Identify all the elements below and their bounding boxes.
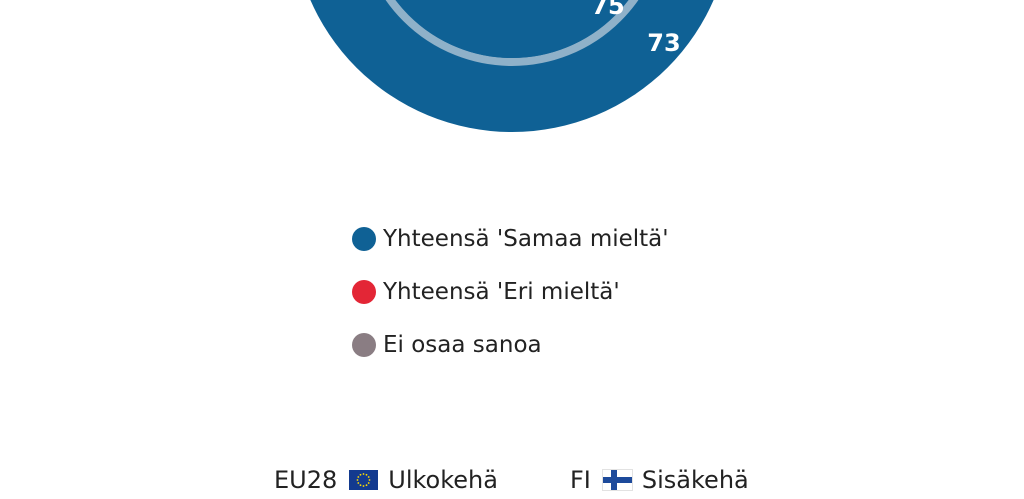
ring-key-outer-code: EU28	[274, 466, 338, 494]
ring-key-inner-name: Sisäkehä	[641, 466, 749, 494]
ring-key-outer-name: Ulkokehä	[388, 466, 498, 494]
legend-item-dont-know: Ei osaa sanoa	[352, 330, 669, 360]
legend-label-agree: Yhteensä 'Samaa mieltä'	[383, 226, 669, 252]
eu-flag-icon	[349, 470, 379, 490]
legend-swatch-agree	[352, 227, 376, 251]
legend-label-disagree: Yhteensä 'Eri mieltä'	[383, 279, 620, 305]
inner-ring-band	[385, 0, 639, 66]
donut-chart: 73 75	[310, 0, 714, 132]
legend-label-dont-know: Ei osaa sanoa	[383, 332, 542, 358]
legend-item-disagree: Yhteensä 'Eri mieltä'	[352, 277, 669, 307]
ring-key-outer: EU28 Ulkokehä	[274, 463, 498, 497]
legend-swatch-dont-know	[352, 333, 376, 357]
inner-ring-agree-segment	[395, 0, 629, 58]
inner-ring-data-label: 75	[591, 0, 624, 20]
legend-item-agree: Yhteensä 'Samaa mieltä'	[352, 224, 669, 254]
ring-key-inner-code: FI	[570, 466, 591, 494]
legend-swatch-disagree	[352, 280, 376, 304]
ring-key-inner: FI Sisäkehä	[570, 463, 749, 497]
fi-flag-icon	[601, 469, 633, 491]
chart-legend: Yhteensä 'Samaa mieltä' Yhteensä 'Eri mi…	[352, 224, 669, 383]
outer-ring-data-label: 73	[647, 29, 680, 57]
